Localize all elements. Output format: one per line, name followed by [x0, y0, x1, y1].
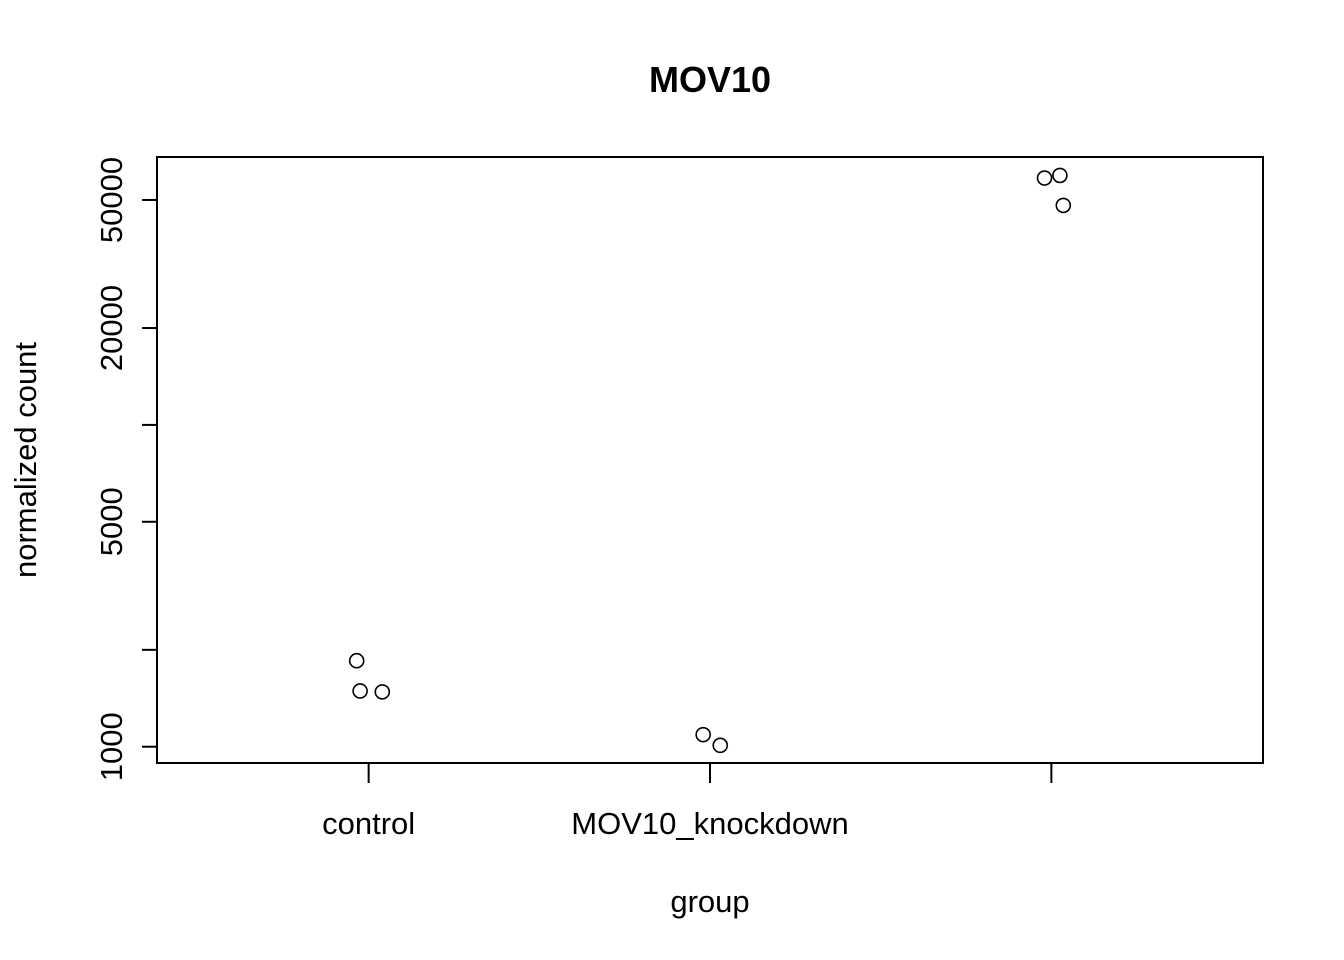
chart-title: MOV10 — [649, 59, 771, 100]
x-axis: control MOV10_knockdown — [322, 763, 1053, 841]
x-axis-label: group — [670, 884, 749, 919]
y-axis-label: normalized count — [8, 342, 43, 578]
y-axis: 1000 5000 20000 50000 — [94, 157, 158, 781]
data-point — [1055, 197, 1072, 214]
data-point — [712, 737, 729, 754]
data-point — [695, 726, 711, 743]
data-point — [352, 683, 368, 699]
data-point — [1052, 167, 1068, 184]
data-point — [1036, 170, 1053, 186]
y-tick-label: 20000 — [94, 285, 129, 371]
data-point — [374, 684, 391, 700]
y-tick-label: 5000 — [94, 487, 129, 556]
x-tick-label: MOV10_knockdown — [571, 806, 848, 841]
y-tick-label: 1000 — [94, 712, 129, 781]
y-tick-label: 50000 — [94, 157, 129, 243]
data-points — [348, 167, 1072, 754]
plot-area-frame — [156, 156, 1264, 764]
data-point — [348, 652, 365, 669]
x-tick-label: control — [322, 806, 415, 841]
